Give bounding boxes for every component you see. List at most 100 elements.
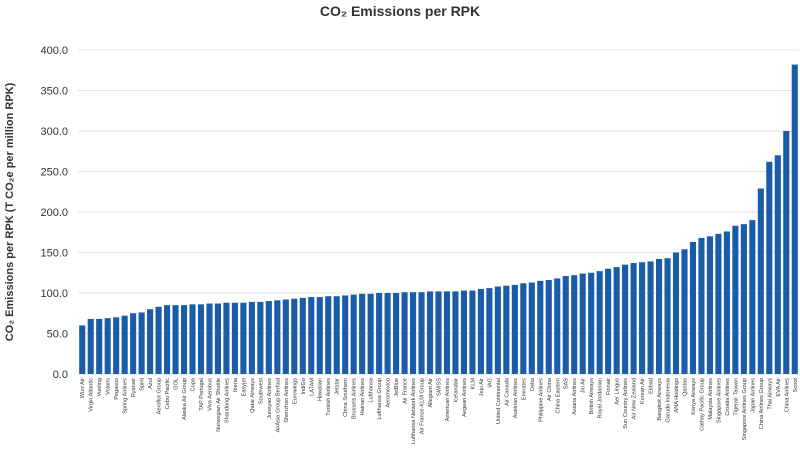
x-tick-label: Lufthansa Group: [377, 378, 383, 420]
x-tick-label: Qantas: [682, 378, 688, 396]
bar: [605, 268, 612, 374]
bar: [401, 292, 408, 374]
bar: [511, 284, 518, 374]
bar: [87, 318, 94, 374]
bar: [197, 304, 205, 374]
x-tick-label: Spring Airlines: [123, 378, 129, 414]
x-tick-label: LATAM: [309, 378, 315, 396]
bar: [257, 301, 264, 374]
y-tick-label: 300.0: [40, 126, 68, 138]
x-tick-label: Jeju Air: [479, 378, 485, 396]
bar: [342, 295, 349, 374]
bar: [715, 233, 722, 374]
x-tick-label: Etihad: [649, 378, 655, 394]
x-tick-label: Jetstar: [335, 378, 341, 395]
x-tick-label: Japan Airlines: [750, 378, 756, 413]
x-tick-label: Delta: [530, 377, 536, 391]
x-tick-label: Vueling: [97, 378, 103, 396]
bar: [214, 303, 222, 374]
x-tick-label: Air France-KLM Group: [420, 378, 426, 434]
x-tick-label: Allegiant Air: [428, 378, 434, 408]
bar: [766, 161, 773, 374]
x-tick-label: AirAsia Group Berhad: [275, 378, 281, 432]
bar: [749, 220, 756, 374]
x-tick-label: China Airlines Group: [759, 378, 765, 429]
x-tick-label: Korean Air: [640, 378, 646, 404]
bar: [147, 309, 154, 374]
bar: [596, 271, 603, 374]
bar: [723, 231, 730, 374]
x-tick-label: Aeroflot Group: [157, 378, 163, 414]
bar: [113, 317, 120, 374]
bar: [206, 303, 213, 374]
y-tick-label: 50.0: [47, 329, 68, 341]
bar: [698, 237, 705, 374]
x-tick-label: Air New Zealand: [632, 378, 638, 419]
x-tick-label: Copa: [191, 377, 197, 391]
x-tick-label: Austrian Airlines: [513, 378, 519, 418]
bar: [554, 278, 561, 374]
x-tick-label: Air Canada: [504, 377, 510, 406]
bar: [486, 288, 493, 374]
bar: [274, 300, 281, 374]
x-tick-label: SAS: [564, 378, 570, 389]
x-tick-label: ANA Holdings: [674, 378, 680, 413]
x-tick-label: Singapore Airlines: [716, 378, 722, 423]
bar: [460, 290, 468, 374]
bar: [494, 286, 501, 374]
bar: [376, 293, 383, 374]
x-tick-label: Shandong Airlines: [224, 378, 230, 423]
bar: [164, 305, 171, 374]
chart-title: CO₂ Emissions per RPK: [320, 3, 480, 19]
bar: [579, 273, 586, 374]
x-tick-label: Sun Country Airlines: [623, 378, 629, 429]
bar: [299, 297, 306, 374]
x-tick-label: Tigerair Taiwan: [733, 378, 739, 416]
bar: [104, 318, 111, 374]
bar: [189, 304, 196, 374]
x-tick-label: Cebu Pacific: [165, 378, 171, 410]
bar: [308, 297, 315, 374]
bar: [791, 64, 798, 374]
x-tick-label: Norwegian Air Shuttle: [216, 378, 222, 432]
x-tick-label: Emirates: [521, 378, 527, 400]
x-tick-label: Qatar Airways: [250, 378, 256, 413]
bar: [647, 261, 654, 374]
x-tick-label: British Airways: [589, 378, 595, 415]
x-tick-label: Alaska Air Group: [182, 378, 188, 420]
bar: [393, 293, 400, 374]
x-tick-label: Asiana Airlines: [572, 378, 578, 415]
bar: [477, 288, 484, 374]
bar: [435, 291, 442, 374]
bar: [155, 306, 162, 374]
x-tick-label: Wizz Air: [80, 378, 86, 398]
x-tick-label: Shenzhen Airlines: [284, 378, 290, 423]
x-tick-label: Jin Air: [581, 378, 587, 393]
bar: [172, 305, 179, 374]
x-tick-label: IAG: [487, 378, 493, 388]
x-tick-label: Viva Aerobus: [207, 378, 213, 411]
y-tick-label: 250.0: [40, 167, 68, 179]
x-tick-label: Croatia Airlines: [725, 378, 731, 416]
x-tick-label: Southwest: [258, 378, 264, 405]
bar: [79, 325, 86, 374]
x-tick-label: Iberia: [233, 377, 239, 392]
bar: [520, 283, 527, 374]
bar: [138, 312, 145, 374]
x-tick-label: Garuda Indonesia: [666, 377, 672, 422]
bar: [333, 296, 340, 374]
x-tick-label: Air China: [547, 377, 553, 401]
bar: [537, 280, 544, 374]
bar: [630, 263, 637, 374]
x-tick-label: IndiGo: [301, 378, 307, 394]
bar: [706, 236, 713, 374]
x-tick-label: TAP Portugal: [199, 378, 205, 411]
x-tick-label: Hainan Airlines: [360, 378, 366, 416]
x-tick-label: Juneyao Airlines: [267, 378, 273, 419]
bar: [359, 293, 366, 374]
bar: [469, 290, 476, 374]
x-tick-label: American Airlines: [445, 378, 451, 421]
x-tick-label: Ryanair: [131, 378, 137, 397]
x-tick-label: Malaysia Airlines: [708, 378, 714, 420]
x-tick-label: Aer Lingus: [615, 378, 621, 405]
